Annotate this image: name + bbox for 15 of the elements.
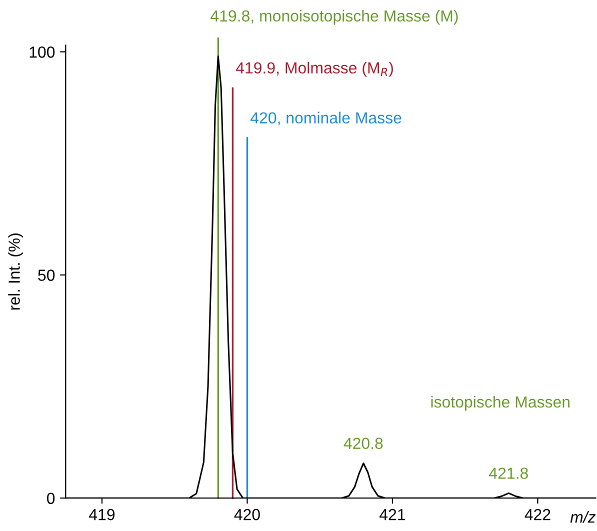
ref-line-label: 419.8, monoisotopische Masse (M)	[210, 10, 458, 25]
y-tick-label: 100	[30, 46, 55, 58]
x-tick-label: 422	[524, 508, 550, 520]
y-tick-label: 50	[38, 270, 55, 281]
ref-line-label: 420, nominale Masse	[250, 112, 402, 126]
y-tick-label: 0	[46, 492, 55, 504]
annotation: 421.8	[489, 468, 528, 479]
y-axis-title: rel. Int. (%)	[8, 234, 24, 310]
x-tick-label: 419	[89, 508, 115, 520]
x-tick-label: 421	[380, 508, 406, 520]
x-axis-title: m/z	[570, 511, 596, 523]
annotation: 420.8	[344, 438, 383, 449]
annotation: isotopische Massen	[431, 396, 570, 411]
x-tick-label: 420	[234, 508, 260, 520]
ref-line-label: 419.9, Molmasse (M$_{R}$)	[236, 62, 393, 77]
